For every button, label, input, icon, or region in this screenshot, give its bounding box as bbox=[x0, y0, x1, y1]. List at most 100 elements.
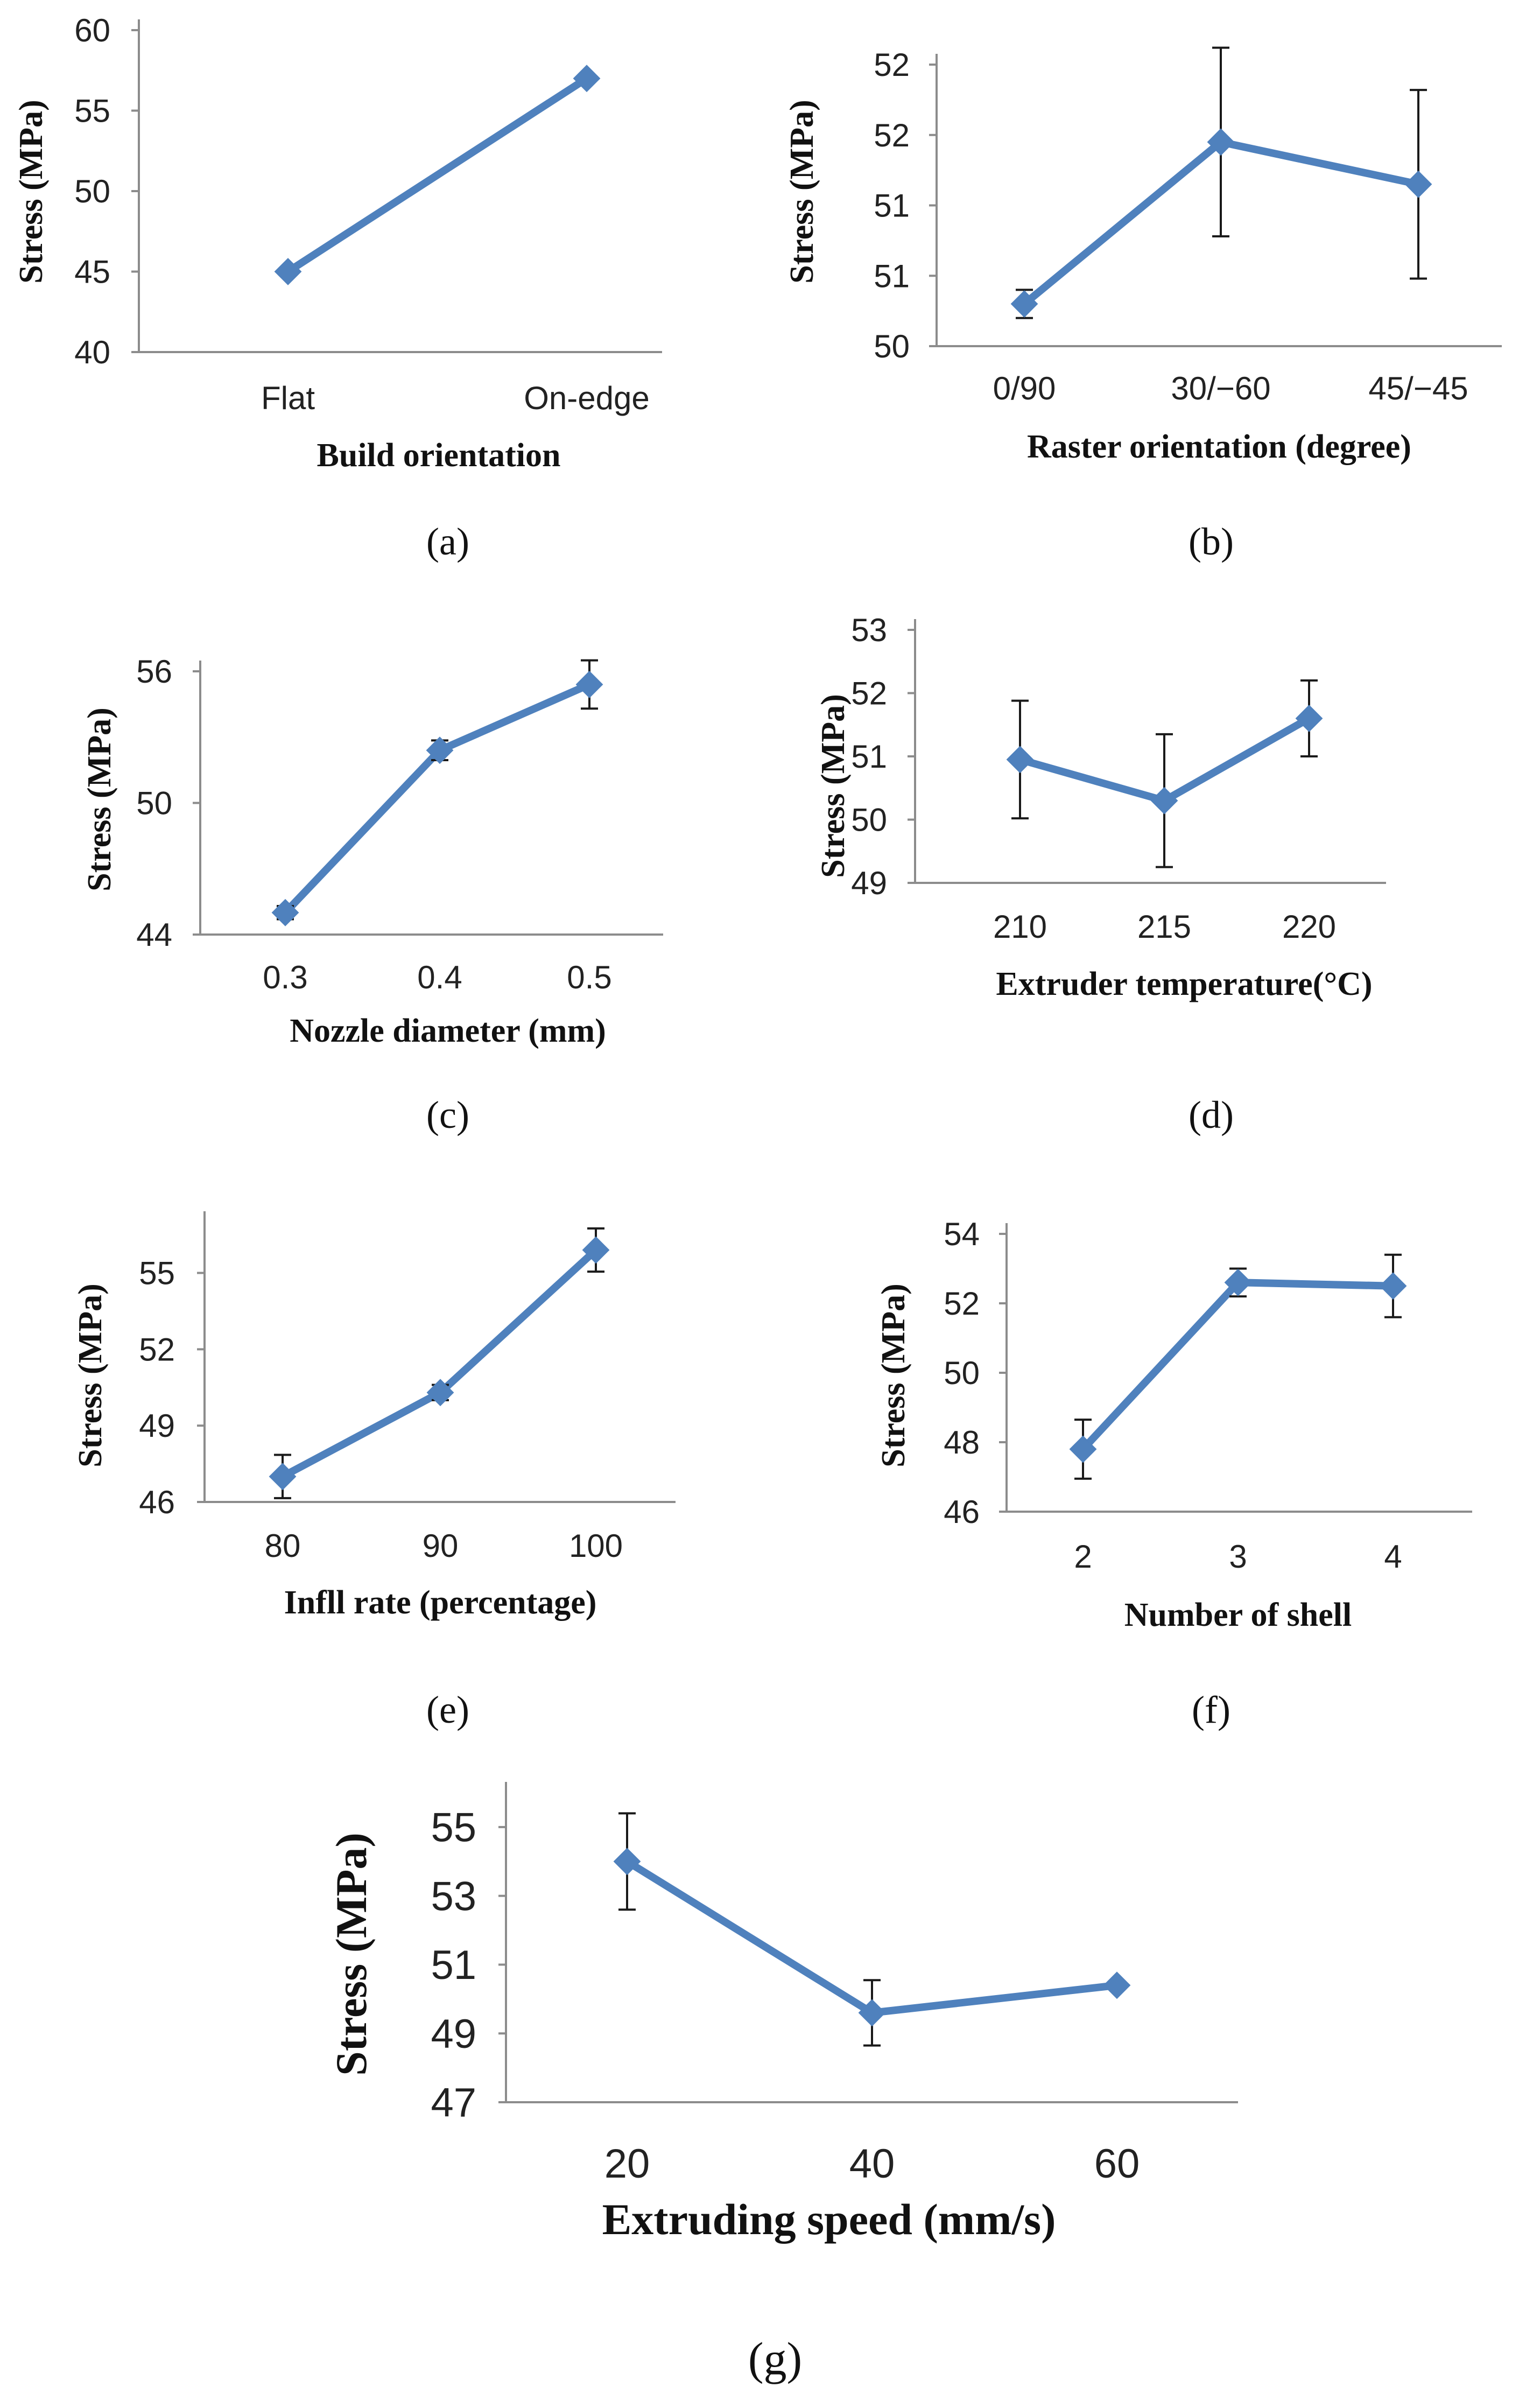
panel-caption: (c) bbox=[426, 1093, 469, 1136]
data-point bbox=[1379, 1272, 1407, 1300]
y-axis-label: Stress (MPa) bbox=[815, 694, 852, 877]
y-axis-label: Stress (MPa) bbox=[81, 707, 118, 891]
data-point bbox=[1224, 1268, 1252, 1296]
y-tick-label: 56 bbox=[136, 654, 172, 690]
y-tick-label: 50 bbox=[851, 802, 887, 838]
x-tick-label: 45/−45 bbox=[1368, 370, 1468, 406]
x-tick-label: 4 bbox=[1384, 1539, 1402, 1575]
x-tick-label: 60 bbox=[1094, 2141, 1140, 2187]
data-point bbox=[269, 1463, 297, 1491]
x-tick-label: 0.5 bbox=[567, 959, 611, 995]
x-tick-label: 3 bbox=[1229, 1539, 1247, 1575]
chart-g: 47 49 51 53 55 20 40 60 Extruding speed (mm/s) St… bbox=[327, 1782, 1238, 2384]
y-tick-label: 52 bbox=[139, 1331, 175, 1367]
chart-a: 40 45 50 55 60 Flat On-edge Build orientation St… bbox=[13, 12, 662, 563]
data-point bbox=[573, 65, 601, 93]
y-tick-label: 51 bbox=[874, 188, 910, 224]
chart-d: 49 50 51 52 53 210 215 220 Extruder temperature(… bbox=[815, 612, 1386, 1136]
data-point bbox=[1295, 705, 1323, 732]
y-tick-label: 44 bbox=[136, 917, 172, 953]
y-tick-label: 50 bbox=[944, 1355, 980, 1391]
x-tick-label: 215 bbox=[1137, 909, 1191, 945]
x-axis-label: Number of shell bbox=[1124, 1597, 1352, 1633]
data-point bbox=[575, 671, 603, 698]
y-tick-label: 49 bbox=[431, 2011, 476, 2057]
x-tick-label: 0/90 bbox=[993, 370, 1056, 406]
x-tick-label: 0.4 bbox=[417, 959, 462, 995]
y-tick-label: 49 bbox=[851, 865, 887, 901]
y-tick-label: 52 bbox=[874, 117, 910, 153]
x-axis-label: Extruding speed (mm/s) bbox=[602, 2195, 1056, 2244]
y-axis-label: Stress (MPa) bbox=[327, 1833, 376, 2076]
x-axis-label: Nozzle diameter (mm) bbox=[290, 1013, 606, 1049]
data-point bbox=[1006, 746, 1034, 774]
data-point bbox=[1010, 290, 1038, 318]
y-tick-label: 46 bbox=[944, 1494, 980, 1530]
x-tick-label: 220 bbox=[1282, 909, 1336, 945]
x-tick-label: 20 bbox=[604, 2141, 650, 2187]
series-line bbox=[1080, 1279, 1394, 1452]
y-tick-label: 46 bbox=[139, 1484, 175, 1520]
data-point bbox=[1207, 128, 1235, 156]
data-point bbox=[858, 1999, 886, 2027]
data-point bbox=[1069, 1435, 1097, 1463]
x-axis-label: Extruder temperature(°C) bbox=[996, 966, 1372, 1002]
y-axis-label: Stress (MPa) bbox=[72, 1283, 109, 1467]
data-point bbox=[274, 258, 302, 285]
y-tick-label: 49 bbox=[139, 1408, 175, 1444]
y-tick-label: 55 bbox=[139, 1255, 175, 1291]
y-tick-label: 52 bbox=[944, 1286, 980, 1322]
data-point bbox=[426, 1379, 454, 1407]
y-tick-label: 55 bbox=[431, 1805, 476, 1850]
chart-c: 44 50 56 0.3 0.4 0.5 Nozzle diameter (mm) Stres… bbox=[81, 654, 663, 1136]
x-axis-label: Infll rate (percentage) bbox=[284, 1584, 597, 1621]
y-axis-label: Stress (MPa) bbox=[784, 100, 820, 283]
data-point bbox=[271, 898, 299, 926]
panel-caption: (b) bbox=[1189, 520, 1234, 563]
series-line bbox=[282, 681, 591, 916]
y-tick-label: 45 bbox=[74, 254, 110, 290]
x-tick-label: 90 bbox=[423, 1528, 459, 1564]
chart-b: 50 51 51 52 52 0/90 30/−60 45/−45 Raster orienta… bbox=[784, 46, 1502, 563]
x-tick-label: 80 bbox=[265, 1528, 301, 1564]
y-tick-label: 52 bbox=[874, 47, 910, 83]
data-point bbox=[1150, 787, 1178, 815]
x-tick-label: On-edge bbox=[524, 380, 650, 416]
x-tick-label: 2 bbox=[1074, 1539, 1092, 1575]
y-tick-label: 50 bbox=[136, 785, 172, 822]
panel-caption: (d) bbox=[1189, 1093, 1234, 1136]
x-axis-label: Raster orientation (degree) bbox=[1027, 429, 1411, 465]
y-tick-label: 60 bbox=[74, 12, 110, 48]
x-tick-label: 100 bbox=[569, 1528, 623, 1564]
y-axis-label: Stress (MPa) bbox=[13, 100, 50, 283]
panel-caption: (e) bbox=[426, 1688, 469, 1731]
x-tick-label: 30/−60 bbox=[1171, 370, 1270, 406]
data-point bbox=[1404, 170, 1432, 198]
data-point bbox=[582, 1236, 610, 1264]
series-line bbox=[280, 1247, 599, 1480]
y-tick-label: 51 bbox=[851, 739, 887, 775]
y-tick-label: 51 bbox=[874, 258, 910, 294]
y-tick-label: 50 bbox=[74, 173, 110, 209]
data-point bbox=[613, 1848, 641, 1876]
data-point bbox=[1103, 1971, 1131, 1999]
y-tick-label: 50 bbox=[874, 328, 910, 364]
chart-f: 46 48 50 52 54 2 3 4 Number of shell Stress (MPa)… bbox=[875, 1216, 1472, 1731]
panel-caption: (g) bbox=[748, 2333, 802, 2384]
y-tick-label: 40 bbox=[74, 334, 110, 370]
y-axis-label: Stress (MPa) bbox=[875, 1283, 912, 1467]
data-point bbox=[426, 736, 454, 764]
y-tick-label: 51 bbox=[431, 1942, 476, 1988]
x-axis-label: Build orientation bbox=[317, 437, 560, 474]
panel-caption: (f) bbox=[1192, 1688, 1230, 1731]
panel-caption: (a) bbox=[426, 520, 469, 563]
y-tick-label: 53 bbox=[851, 612, 887, 648]
y-tick-label: 54 bbox=[944, 1216, 980, 1252]
series-line bbox=[286, 75, 589, 275]
y-tick-label: 53 bbox=[431, 1873, 476, 1919]
y-tick-label: 52 bbox=[851, 676, 887, 712]
y-tick-label: 55 bbox=[74, 93, 110, 129]
x-tick-label: 40 bbox=[849, 2141, 895, 2187]
y-tick-label: 47 bbox=[431, 2080, 476, 2126]
